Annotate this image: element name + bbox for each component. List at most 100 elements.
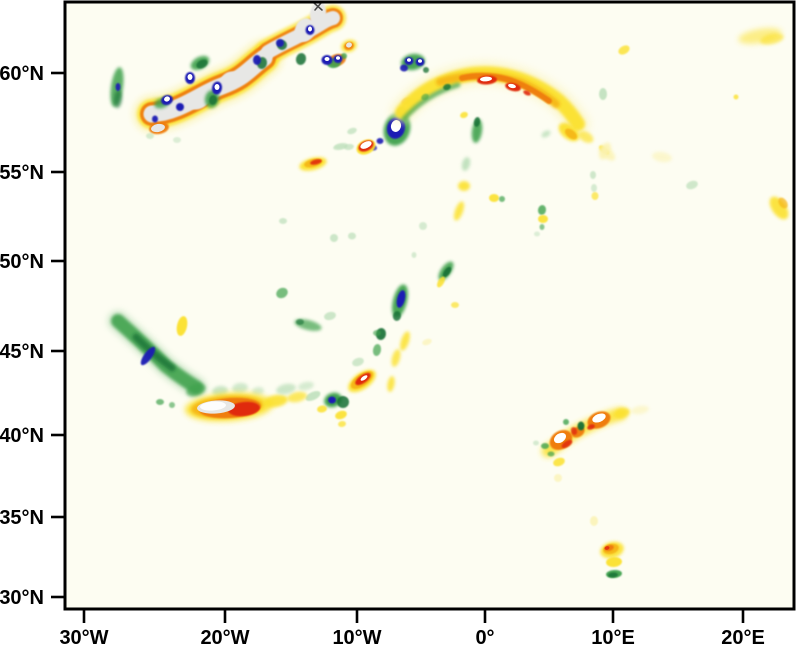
field-blob [232,382,248,394]
field-blob [264,394,288,408]
field-blob [453,201,465,221]
field-blob [508,83,516,89]
x-tick-label: 20°E [721,627,765,649]
field-blob [113,90,123,108]
y-tick-label: 50°N [0,251,44,273]
y-tick-label: 45°N [0,341,44,363]
field-blob [276,287,288,299]
field-blob [317,405,327,413]
field-blob [422,338,432,346]
field-blob [169,402,175,408]
field-blob [523,90,531,96]
field-blob [561,439,573,449]
plot-frame [63,0,796,611]
field-blob [564,128,578,140]
field-blob [295,53,307,65]
field-blob [631,405,649,415]
field-blob [336,56,340,60]
field-blob [151,123,165,133]
field-blob [252,386,264,396]
field-blob [499,196,505,202]
field-blob [115,83,121,91]
field-blob [152,115,158,123]
field-blob [176,103,184,111]
field-blob [189,90,211,110]
field-blob [480,76,492,82]
field-blob [592,413,606,423]
y-tick-label: 55°N [0,162,44,184]
field-blob [442,266,452,278]
field-blob [360,375,368,381]
field-blob [387,376,395,392]
field-blob [538,215,548,223]
x-tick-label: 10°E [591,627,635,649]
field-blob [578,131,594,143]
field-blob [608,572,618,578]
field-blob [276,383,296,395]
field-blob [604,546,610,550]
field-blob [176,316,188,336]
field-blob [539,224,545,230]
field-blob [187,74,193,80]
field-blob [324,311,336,321]
field-blob [308,26,312,32]
field-blob [599,88,607,100]
field-blob [534,231,540,237]
field-blob [591,192,599,200]
field-blob [298,381,314,391]
field-blob [489,194,499,202]
field-blob [305,391,321,401]
field-blob [214,84,220,90]
field-blob [769,196,789,220]
field-blob [164,96,170,102]
field-blob [421,93,429,101]
field-blob [570,427,578,435]
field-blob [156,399,164,405]
field-blob [376,138,384,144]
field-blob [146,133,154,139]
field-blob [618,45,630,55]
x-tick-label: 20°W [200,627,249,649]
field-blob [652,151,672,163]
field-blob [279,218,287,224]
field-blob [577,421,585,431]
field-blob [196,59,208,69]
field-blob [458,181,470,191]
field-blob [587,424,595,430]
field-blob [341,53,347,59]
field-blob [553,432,567,444]
field-blob [324,57,330,61]
field-blob [437,276,445,288]
field-blob [423,67,429,73]
field-blob [373,330,381,336]
y-tick-label: 60°N [0,63,44,85]
field-blob [407,58,411,62]
x-tick-label: 30°W [59,627,108,649]
field-blob [310,159,322,165]
field-blob [419,222,427,230]
field-blob [554,474,562,482]
field-blob [253,55,261,65]
field-blob [599,142,611,160]
field-blob [590,171,596,179]
field-blob [348,232,356,240]
field-band [132,333,176,372]
field-blob [547,451,555,457]
field-blob [372,344,382,356]
field-blob [287,391,307,403]
field-blob [173,137,181,143]
field-blob [591,184,597,192]
field-blob [418,59,422,63]
y-tick-label: 40°N [0,425,44,447]
field-band [313,2,323,11]
y-tick-label: 35°N [0,507,44,529]
field-blob [140,346,156,366]
field-blob [461,157,471,171]
field-blob [411,252,417,258]
field-blob [347,127,357,135]
field-blob [186,383,206,397]
x-tick-label: 10°W [332,627,381,649]
field-blob [606,556,622,568]
